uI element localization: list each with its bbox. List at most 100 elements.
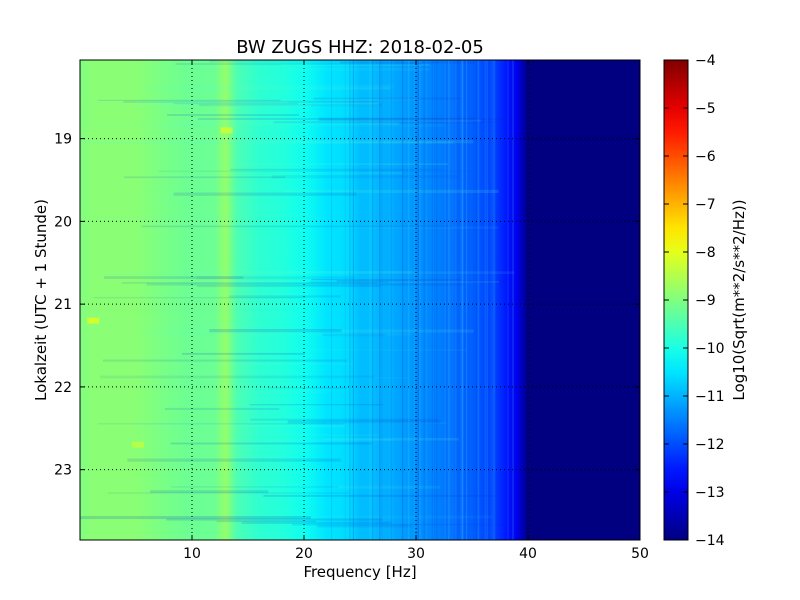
- heatmap-streak: [135, 101, 289, 104]
- colorbar-ticks: −4 −5 −6 −7 −8 −9 −10 −11 −12 −13 −14: [664, 53, 725, 549]
- heatmap-streak: [484, 60, 486, 540]
- heatmap-streak: [124, 176, 285, 179]
- colorbar-tick-label: −14: [695, 533, 725, 549]
- heatmap-streak: [250, 418, 438, 421]
- heatmap-streak: [455, 60, 458, 540]
- heatmap-streak: [413, 60, 415, 540]
- heatmap-streak: [388, 60, 390, 540]
- heatmap-streak: [466, 60, 468, 540]
- heatmap-streak: [486, 60, 488, 540]
- heatmap-streak: [287, 420, 441, 424]
- heatmap-streak: [494, 60, 496, 540]
- heatmap-streak: [322, 333, 386, 337]
- heatmap-streak: [100, 375, 375, 379]
- y-axis-ticks: 19 20 21 22 23: [54, 132, 640, 479]
- heatmap-streak: [273, 121, 497, 124]
- heatmap-streak: [379, 60, 381, 540]
- heatmap-streak: [453, 60, 455, 540]
- heatmap-texture: [80, 60, 515, 540]
- y-tick-label: 20: [54, 214, 72, 230]
- heatmap-streak: [83, 124, 445, 127]
- heatmap-streak: [492, 60, 494, 540]
- heatmap-streak: [103, 276, 244, 279]
- heatmap-streak: [511, 60, 513, 540]
- heatmap-streak: [80, 516, 311, 520]
- heatmap-streak: [425, 60, 427, 540]
- y-tick-label: 21: [54, 297, 72, 313]
- colorbar-tick-label: −8: [695, 245, 716, 261]
- heatmap-streak: [311, 279, 462, 281]
- heatmap-streak: [217, 280, 499, 283]
- heatmap-streak: [171, 486, 338, 488]
- heatmap-streak: [431, 60, 433, 540]
- heatmap-streak: [216, 520, 316, 523]
- heatmap-streak: [401, 60, 404, 540]
- heatmap-streak: [502, 60, 504, 540]
- heatmap-streak: [183, 119, 482, 122]
- heatmap-streak: [209, 60, 404, 63]
- heatmap-streak: [512, 60, 514, 540]
- heatmap-streak: [416, 60, 418, 540]
- heatmap-streak: [180, 271, 413, 274]
- heatmap-streak: [166, 122, 400, 125]
- y-tick-label: 19: [54, 132, 72, 148]
- heatmap-streak: [249, 404, 383, 406]
- heatmap-streak: [211, 104, 311, 108]
- heatmap-streak: [309, 281, 390, 283]
- heatmap-streak: [512, 60, 513, 540]
- heatmap-streak: [197, 118, 513, 120]
- heatmap-streak: [184, 163, 449, 165]
- heatmap-streak: [325, 98, 418, 101]
- heatmap-streak: [444, 60, 446, 540]
- chart-title: BW ZUGS HHZ: 2018-02-05: [236, 37, 484, 58]
- y-axis-label: Lokalzeit (UTC + 1 Stunde): [32, 199, 50, 401]
- x-axis-label: Frequency [Hz]: [303, 563, 416, 581]
- heatmap-streak: [331, 60, 332, 540]
- heatmap-streak: [263, 494, 499, 497]
- heatmap-streak: [344, 60, 346, 540]
- colorbar-tick-label: −6: [695, 149, 716, 165]
- x-tick-label: 30: [407, 546, 425, 562]
- heatmap-streak: [378, 60, 380, 540]
- heatmap-streak: [154, 382, 309, 385]
- colorbar-tick-label: −7: [695, 197, 716, 213]
- heatmap-streak: [170, 442, 372, 445]
- heatmap-streak: [178, 84, 394, 88]
- heatmap-streak: [489, 60, 491, 540]
- heatmap-streak: [196, 276, 355, 280]
- x-axis-ticks: 10 20 30 40 50: [183, 60, 649, 562]
- heatmap-streak: [121, 282, 378, 284]
- heatmap-features: [87, 127, 233, 448]
- heatmap-streak: [322, 437, 459, 441]
- heatmap-streak: [417, 60, 419, 540]
- heatmap-streak: [161, 102, 379, 106]
- heatmap-streak: [434, 60, 436, 540]
- heatmap-streak: [473, 60, 475, 540]
- heatmap-streak: [107, 492, 350, 495]
- heatmap-streak: [98, 99, 281, 101]
- heatmap-streak: [507, 60, 509, 540]
- heatmap-streak: [476, 60, 477, 540]
- heatmap-streak: [310, 377, 409, 379]
- heatmap-streak: [336, 280, 508, 283]
- heatmap-streak: [128, 68, 328, 70]
- heatmap-streak: [85, 99, 381, 103]
- heatmap-streak: [462, 60, 464, 540]
- heatmap-streak: [349, 60, 351, 540]
- heatmap-streak: [318, 117, 475, 121]
- heatmap-streak: [197, 285, 381, 288]
- heatmap-streak: [339, 226, 499, 229]
- colorbar: −4 −5 −6 −7 −8 −9 −10 −11 −12 −13 −14 Log10(Sqrt(m…: [663, 53, 748, 549]
- heatmap-feature: [132, 441, 144, 448]
- x-tick-label: 20: [295, 546, 313, 562]
- heatmap-streak: [97, 423, 344, 425]
- heatmap-streak: [424, 60, 426, 540]
- plot-area: 10 20 30 40 50 19 20 21 22 23: [54, 59, 649, 562]
- heatmap-streak: [419, 60, 421, 540]
- heatmap-streak: [93, 297, 307, 299]
- plot-frame: [79, 59, 641, 541]
- heatmap-streak: [372, 60, 374, 540]
- heatmap-streak: [446, 60, 448, 540]
- heatmap-streak: [317, 524, 412, 528]
- colorbar-label: Log10(Sqrt(m**2/s**2/Hz)): [730, 199, 748, 400]
